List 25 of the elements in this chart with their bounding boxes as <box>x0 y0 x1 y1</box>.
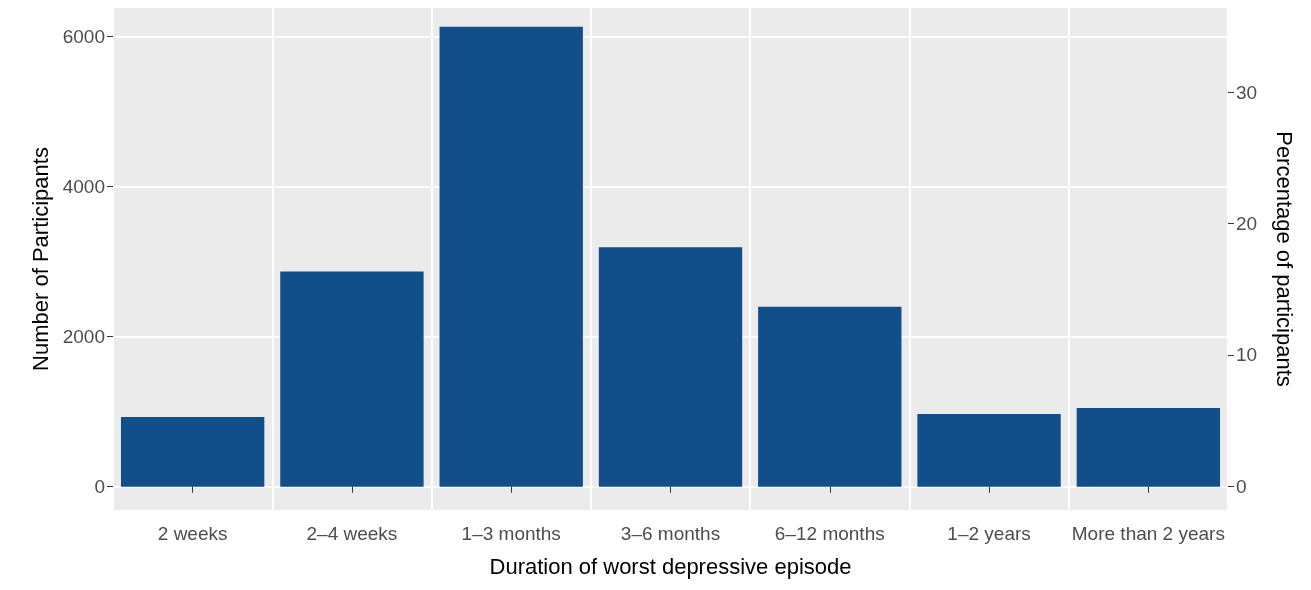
x-tick-label: 3–6 months <box>620 523 721 544</box>
bar <box>917 413 1061 487</box>
bar <box>280 271 424 487</box>
bar <box>598 247 743 487</box>
y-tick-label: 6000 <box>62 26 105 48</box>
y2-tick-label: 30 <box>1236 81 1258 103</box>
x-axis-title: Duration of worst depressive episode <box>489 553 852 579</box>
x-tick-label: 1–2 years <box>947 523 1031 544</box>
bar <box>1076 407 1221 487</box>
bar <box>439 26 583 487</box>
x-tick-label: 2–4 weeks <box>306 523 398 544</box>
bar <box>120 416 265 487</box>
y2-tick-label: 20 <box>1236 213 1258 235</box>
y-tick-label: 2000 <box>62 326 105 348</box>
y-axis-title: Number of Participants <box>27 147 53 371</box>
x-tick-label: More than 2 years <box>1071 523 1225 544</box>
x-tick-label: 6–12 months <box>774 523 885 544</box>
y2-axis-title: Percentage of participants <box>1271 131 1297 387</box>
y2-tick-label: 0 <box>1236 475 1247 497</box>
y2-tick-label: 10 <box>1236 344 1258 366</box>
bar <box>758 306 902 487</box>
y-tick-label: 0 <box>94 476 105 498</box>
y-tick-label: 4000 <box>62 176 105 198</box>
x-tick-label: 2 weeks <box>157 523 228 544</box>
x-tick-label: 1–3 months <box>461 523 561 544</box>
